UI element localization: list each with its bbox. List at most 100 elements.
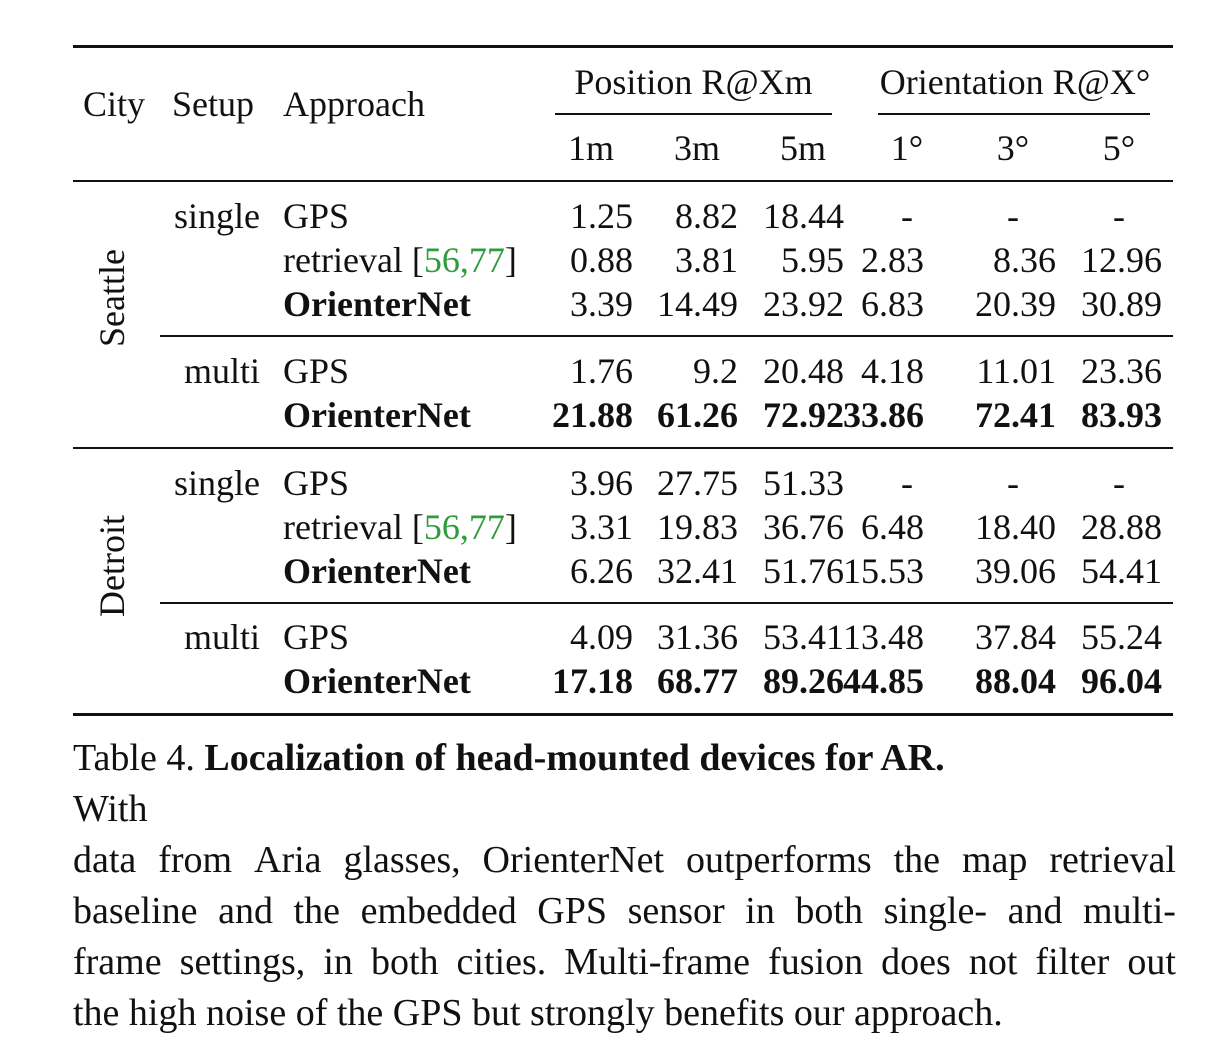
value-cell: 3.96 (570, 463, 633, 503)
caption-word: cities. (456, 941, 547, 983)
caption-word: settings, (179, 941, 306, 983)
value-cell: 8.36 (993, 240, 1056, 280)
header-position-2: 5m (779, 128, 826, 168)
caption-word: With (73, 788, 148, 830)
value-cell: 28.88 (1081, 507, 1162, 547)
approach-cell: OrienterNet (283, 393, 471, 437)
setup-label: multi (183, 617, 260, 657)
caption-title: Localization of head-mounted devices for… (204, 737, 945, 779)
caption-word: Multi-frame (564, 941, 751, 983)
caption-word: the (293, 890, 340, 932)
caption-word: both (795, 890, 863, 932)
caption-word: does (881, 941, 951, 983)
value-cell: 23.92 (763, 284, 844, 324)
caption-word: and (218, 890, 273, 932)
city-label-detroit: Detroit (92, 515, 132, 617)
setup-label: multi (183, 351, 260, 391)
value-cell: 1.76 (570, 351, 633, 391)
header-orientation-group: Orientation R@X° (879, 62, 1151, 102)
setup-label: single (174, 463, 260, 503)
caption-line: data from Aria glasses, OrienterNet outperfor… (73, 835, 1176, 886)
caption-word: and (1007, 890, 1063, 932)
caption-line: baseline and the embedded GPS sensor in both sin… (73, 886, 1176, 937)
caption-word: multi- (1083, 890, 1176, 932)
approach-name: GPS (283, 463, 350, 503)
caption-word: frame (73, 941, 162, 983)
approach-name: retrieval [ (283, 240, 424, 280)
value-cell: 83.93 (1081, 395, 1162, 435)
approach-cell: GPS (283, 615, 349, 659)
caption-word: OrienterNet (482, 839, 665, 881)
citation-link[interactable]: 56,77 (423, 507, 505, 547)
caption-word: both (370, 941, 439, 983)
value-cell: 6.83 (861, 284, 924, 324)
value-cell: 53.41 (763, 617, 844, 657)
caption-line-2: data from Aria glasses, OrienterNet outperfor… (73, 835, 1176, 886)
value-cell: 54.41 (1081, 551, 1162, 591)
value-cell: 68.77 (657, 661, 738, 701)
value-cell: 15.53 (843, 551, 924, 591)
caption-word: from (158, 839, 233, 881)
caption-word: Aria (254, 839, 322, 881)
caption-word: out (1127, 941, 1176, 983)
city-label-seattle: Seattle (92, 249, 132, 347)
value-cell: 36.76 (763, 507, 844, 547)
value-cell: 11.01 (976, 351, 1056, 391)
value-cell: 72.41 (975, 395, 1056, 435)
header-setup: Setup (172, 84, 255, 124)
value-cell: 61.26 (657, 395, 738, 435)
value-cell: 3.31 (570, 507, 633, 547)
value-cell: 39.06 (975, 551, 1056, 591)
value-cell: 20.39 (975, 284, 1056, 324)
value-cell: - (1007, 463, 1019, 503)
approach-cell: OrienterNet (283, 659, 471, 703)
seattle-midrule (160, 335, 1173, 337)
value-cell: 32.41 (657, 551, 738, 591)
value-cell: 44.85 (843, 661, 924, 701)
caption-word: the (893, 839, 941, 881)
caption-word: GPS (537, 890, 608, 932)
value-cell: - (901, 196, 913, 236)
value-cell: 88.04 (975, 661, 1056, 701)
value-cell: 9.2 (693, 351, 738, 391)
caption-word: glasses, (343, 839, 461, 881)
citation-link[interactable]: 56,77 (423, 240, 505, 280)
caption-word: data (73, 839, 137, 881)
approach-name: GPS (283, 351, 350, 391)
caption-line-5: the high noise of the GPS but strongly b… (73, 992, 1003, 1034)
value-cell: 37.84 (975, 617, 1056, 657)
header-rule (73, 180, 1173, 182)
value-cell: 8.82 (675, 196, 738, 236)
header-orientation-1: 3° (996, 128, 1030, 168)
caption-line-4: frame settings, in both cities. Multi-frame fu… (73, 937, 1176, 988)
caption-word: fusion (768, 941, 864, 983)
approach-cell: GPS (283, 349, 349, 393)
city-rule (73, 447, 1173, 449)
setup-label: single (174, 196, 260, 236)
citation-bracket: ] (504, 240, 517, 280)
value-cell: 12.96 (1081, 240, 1162, 280)
caption-first-line: Table 4. Localization of head-mounted de… (73, 733, 1176, 835)
value-cell: 3.81 (675, 240, 738, 280)
value-cell: 19.83 (657, 507, 738, 547)
approach-name: GPS (283, 196, 350, 236)
caption-word: embedded (360, 890, 517, 932)
orientation-cmidrule (878, 113, 1150, 115)
table-caption: Table 4. Localization of head-mounted de… (73, 733, 1176, 1039)
value-cell: 1.25 (570, 196, 633, 236)
caption-line-1: With (73, 784, 1176, 835)
value-cell: 4.09 (570, 617, 633, 657)
value-cell: 18.40 (975, 507, 1056, 547)
value-cell: 5.95 (781, 240, 844, 280)
caption-word: outperforms (685, 839, 872, 881)
value-cell: 6.26 (570, 551, 633, 591)
value-cell: 89.26 (763, 661, 844, 701)
value-cell: 23.36 (1081, 351, 1162, 391)
approach-cell: retrieval [56,77] (283, 505, 517, 549)
approach-name: OrienterNet (283, 284, 471, 324)
approach-name: retrieval [ (283, 507, 424, 547)
approach-cell: GPS (283, 194, 349, 238)
caption-word: retrieval (1049, 839, 1176, 881)
value-cell: 33.86 (843, 395, 924, 435)
detroit-midrule (160, 602, 1173, 604)
